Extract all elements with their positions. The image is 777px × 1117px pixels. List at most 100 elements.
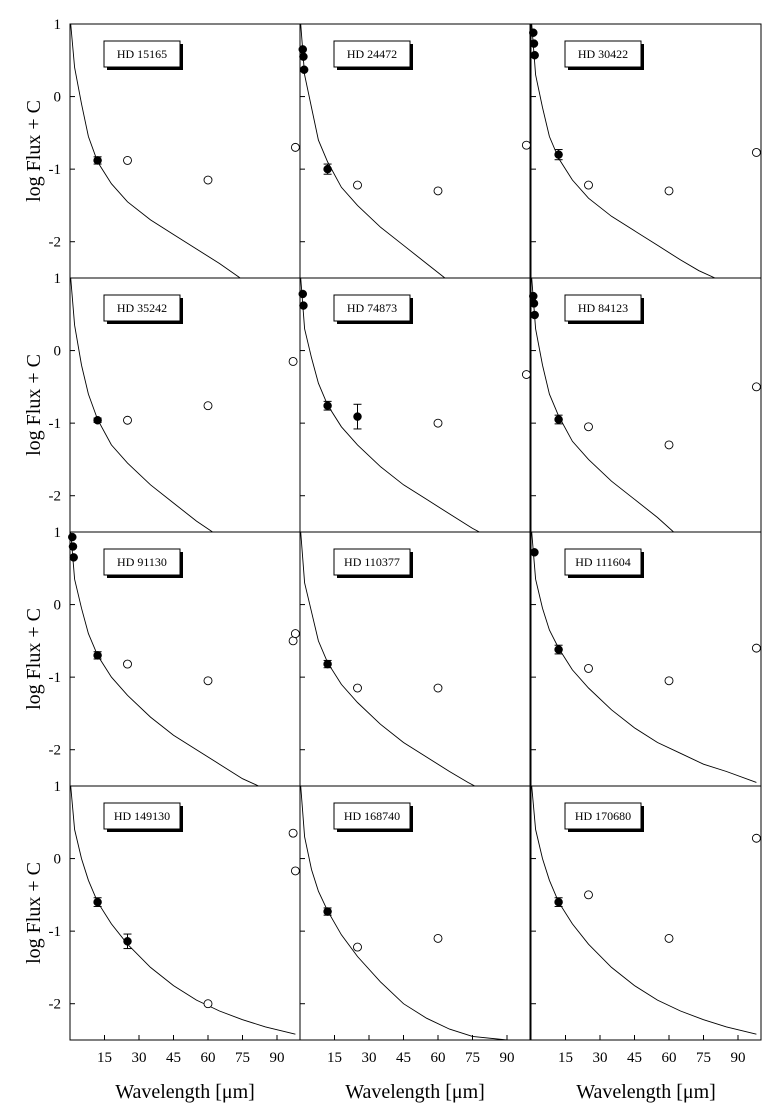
panel-label: HD 30422: [578, 47, 628, 61]
open-data-point: [203, 999, 213, 1009]
label-box: [103, 548, 181, 576]
open-data-point: [203, 401, 213, 411]
filled-data-point: [123, 937, 132, 946]
y-tick-label: 1: [54, 779, 62, 795]
model-curve: [531, 277, 674, 532]
y-tick-label: 1: [54, 271, 62, 287]
filled-data-point: [554, 645, 563, 654]
panel-label: HD 84123: [578, 301, 628, 315]
open-data-point: [751, 643, 761, 653]
x-tick-label: 30: [593, 1050, 608, 1066]
open-data-point: [521, 370, 531, 379]
model-curve: [70, 23, 241, 278]
x-tick-label: 75: [696, 1050, 711, 1066]
open-data-point: [288, 828, 298, 838]
filled-data-point: [69, 553, 78, 562]
open-data-point: [353, 683, 362, 693]
filled-data-point: [298, 289, 308, 299]
open-data-point: [664, 676, 674, 686]
label-box: [103, 40, 181, 68]
x-tick-label: 15: [327, 1050, 342, 1066]
label-box: [333, 548, 411, 576]
panel-hd-74873: HD 74873: [298, 277, 531, 533]
x-axis-label: Wavelength [μm]: [115, 1081, 255, 1103]
filled-data-point: [68, 542, 78, 551]
y-tick-label: 0: [54, 598, 62, 614]
label-box: [564, 548, 642, 576]
open-data-point: [584, 180, 593, 190]
open-data-point: [584, 663, 593, 673]
panel-label: HD 35242: [117, 301, 167, 315]
filled-data-point: [68, 532, 77, 542]
open-data-point: [290, 142, 300, 152]
y-axis-label: log Flux + C: [23, 100, 45, 202]
x-tick-label: 60: [201, 1050, 216, 1066]
x-tick-label: 45: [166, 1050, 181, 1066]
open-data-point: [433, 933, 443, 943]
x-tick-label: 90: [731, 1050, 746, 1066]
panel-label: HD 170680: [575, 809, 631, 823]
x-tick-label: 45: [396, 1050, 411, 1066]
panel-hd-110377: HD 110377: [290, 531, 531, 787]
model-curve: [300, 785, 508, 1040]
filled-data-point: [530, 548, 539, 557]
filled-data-point: [299, 301, 308, 310]
open-data-point: [203, 676, 213, 686]
x-tick-label: 90: [500, 1050, 515, 1066]
filled-data-point: [529, 299, 539, 308]
y-tick-label: 1: [54, 525, 62, 541]
open-data-point: [584, 422, 593, 432]
filled-data-point: [529, 291, 538, 301]
open-data-point: [433, 683, 443, 693]
open-data-point: [290, 866, 300, 876]
panel-hd-111604: HD 111604: [530, 531, 762, 787]
open-data-point: [353, 180, 362, 190]
filled-data-point: [323, 164, 332, 174]
filled-data-point: [93, 415, 102, 425]
panel-label: HD 24472: [347, 47, 397, 61]
open-data-point: [584, 890, 593, 900]
label-box: [333, 40, 411, 68]
model-curve: [300, 23, 446, 278]
filled-data-point: [323, 907, 332, 916]
panel-hd-35242: 1 0 -1 -2 HD 35242: [49, 271, 301, 533]
panel-hd-168740: 15 30 45 60 75 90 HD 168740: [290, 785, 531, 1066]
model-curve: [531, 531, 757, 783]
y-axis-label: log Flux + C: [23, 862, 45, 964]
x-tick-label: 75: [465, 1050, 480, 1066]
axis-labels-layer: log Flux + C log Flux + C log Flux + C log …: [23, 100, 716, 1103]
open-data-point: [123, 659, 132, 669]
label-box: [333, 294, 411, 322]
filled-data-point: [529, 28, 538, 37]
y-axis-label: log Flux + C: [23, 354, 45, 456]
label-box: [103, 294, 181, 322]
model-curve: [531, 23, 716, 278]
panel-label: HD 91130: [117, 555, 167, 569]
label-box: [564, 40, 642, 68]
open-data-point: [288, 357, 298, 366]
open-data-point: [353, 942, 362, 952]
filled-data-point: [554, 415, 563, 424]
y-tick-label: 0: [54, 344, 62, 360]
x-tick-label: 75: [235, 1050, 250, 1066]
model-curve: [70, 277, 213, 532]
filled-data-point: [93, 651, 102, 660]
filled-data-point: [554, 150, 563, 159]
x-tick-label: 15: [97, 1050, 112, 1066]
label-box: [564, 802, 642, 830]
panel-label: HD 168740: [344, 809, 400, 823]
label-box: [333, 802, 411, 830]
y-tick-label: -1: [49, 670, 62, 686]
y-tick-label: -2: [49, 997, 62, 1013]
x-axis-label: Wavelength [μm]: [576, 1081, 716, 1103]
label-box: [564, 294, 642, 322]
model-curve: [531, 785, 757, 1035]
y-tick-label: -2: [49, 743, 62, 759]
panel-label: HD 149130: [114, 809, 170, 823]
y-tick-label: -1: [49, 924, 62, 940]
x-axis-label: Wavelength [μm]: [345, 1081, 485, 1103]
y-tick-label: 0: [54, 852, 62, 868]
y-axis-label: log Flux + C: [23, 608, 45, 710]
open-data-point: [664, 440, 674, 450]
